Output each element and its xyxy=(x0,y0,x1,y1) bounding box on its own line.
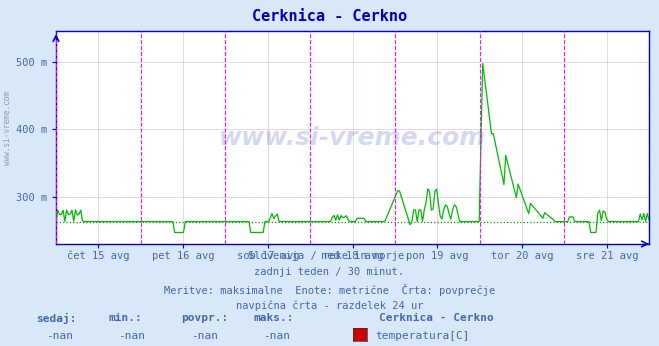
Text: Slovenija / reke in morje.: Slovenija / reke in morje. xyxy=(248,251,411,261)
Text: -nan: -nan xyxy=(119,331,145,341)
Text: Cerknica - Cerkno: Cerknica - Cerkno xyxy=(379,313,494,323)
Text: maks.:: maks.: xyxy=(254,313,294,323)
Text: zadnji teden / 30 minut.: zadnji teden / 30 minut. xyxy=(254,267,405,277)
Text: www.si-vreme.com: www.si-vreme.com xyxy=(3,91,13,165)
Text: -nan: -nan xyxy=(264,331,290,341)
Text: Meritve: maksimalne  Enote: metrične  Črta: povprečje: Meritve: maksimalne Enote: metrične Črta… xyxy=(164,284,495,296)
Text: sedaj:: sedaj: xyxy=(36,313,76,324)
Text: -nan: -nan xyxy=(46,331,72,341)
Text: Cerknica - Cerkno: Cerknica - Cerkno xyxy=(252,9,407,24)
Text: -nan: -nan xyxy=(191,331,217,341)
Text: min.:: min.: xyxy=(109,313,142,323)
Text: povpr.:: povpr.: xyxy=(181,313,229,323)
Text: temperatura[C]: temperatura[C] xyxy=(376,331,470,341)
Text: www.si-vreme.com: www.si-vreme.com xyxy=(219,126,486,149)
Text: navpična črta - razdelek 24 ur: navpična črta - razdelek 24 ur xyxy=(236,301,423,311)
